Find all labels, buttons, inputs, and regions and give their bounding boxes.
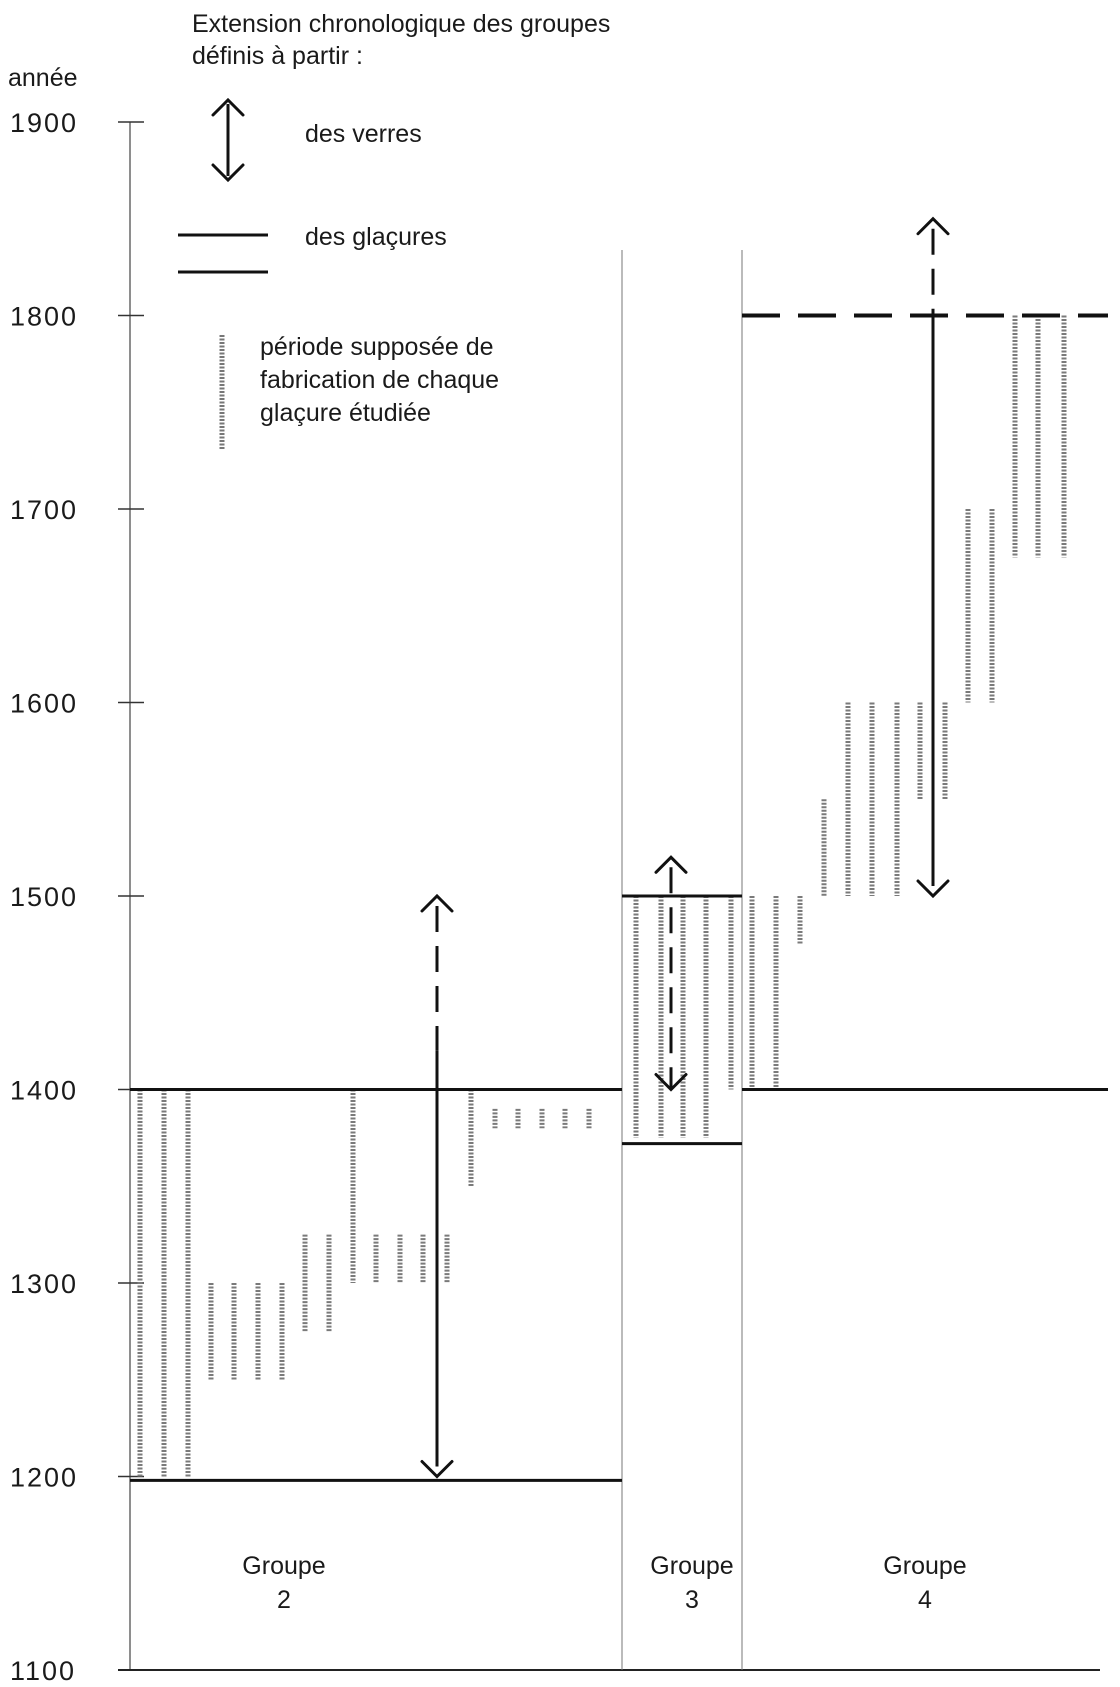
y-tick-label: 1400 bbox=[10, 1076, 78, 1106]
arrow-head-down bbox=[654, 1073, 688, 1092]
group-4-number: 4 bbox=[918, 1586, 932, 1614]
group-panels bbox=[621, 250, 743, 1670]
arrow-head-down bbox=[916, 879, 950, 899]
y-tick-label: 1800 bbox=[10, 302, 78, 332]
arrow-head-up bbox=[420, 893, 454, 913]
y-tick-label: 1700 bbox=[10, 495, 78, 525]
group-labels: Groupe 2 Groupe 3 Groupe 4 bbox=[242, 1552, 966, 1614]
legend-title-line2: définis à partir : bbox=[192, 42, 363, 70]
legend-title-line1: Extension chronologique des groupes bbox=[192, 10, 610, 38]
legend-periode-line3: glaçure étudiée bbox=[260, 399, 431, 427]
y-axis: 1100 1200 1300 1400 1500 1600 1700 1800 1900 bbox=[10, 108, 1100, 1686]
legend-periode-line1: période supposée de bbox=[260, 333, 494, 361]
arrow-head-up bbox=[211, 97, 245, 117]
arrow-head-down bbox=[211, 163, 245, 183]
y-tick-label: 1600 bbox=[10, 689, 78, 719]
legend-verres-arrow bbox=[211, 97, 245, 183]
group-3-number: 3 bbox=[685, 1586, 699, 1614]
group-3-glass-arrow bbox=[654, 855, 688, 1092]
legend: Extension chronologique des groupes défi… bbox=[8, 10, 610, 450]
arrow-head-up bbox=[654, 855, 688, 874]
chart-marks bbox=[130, 216, 1108, 1482]
group-2-glass-arrow bbox=[420, 893, 454, 1479]
y-tick-label: 1500 bbox=[10, 882, 78, 912]
y-tick-label: 1100 bbox=[10, 1656, 76, 1686]
legend-verres-label: des verres bbox=[305, 120, 422, 148]
group-3-label: Groupe bbox=[650, 1552, 733, 1580]
y-tick-label: 1200 bbox=[10, 1463, 78, 1493]
y-axis-label: année bbox=[8, 64, 78, 92]
y-tick-label: 1300 bbox=[10, 1269, 78, 1299]
group-2-number: 2 bbox=[277, 1586, 291, 1614]
arrow-head-down bbox=[420, 1460, 454, 1479]
arrow-head-up bbox=[916, 216, 950, 236]
group-2-label: Groupe bbox=[242, 1552, 325, 1580]
group-4-glass-arrow bbox=[916, 216, 950, 899]
group-4-label: Groupe bbox=[883, 1552, 966, 1580]
legend-periode-line2: fabrication de chaque bbox=[260, 366, 499, 394]
legend-glacures-label: des glaçures bbox=[305, 223, 447, 251]
y-tick-label: 1900 bbox=[10, 108, 78, 138]
